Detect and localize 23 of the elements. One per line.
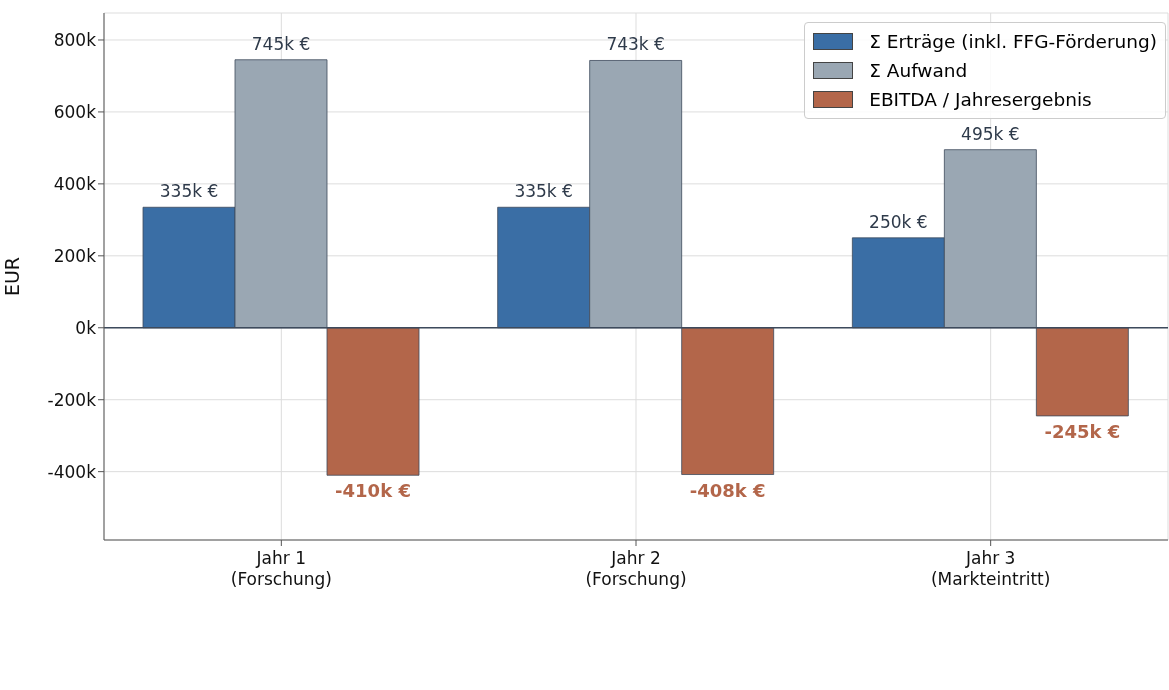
x-tick-label: Jahr 3 (Markteintritt)	[930, 548, 1051, 589]
data-label: 745k €	[251, 33, 311, 54]
y-tick-label: 200k	[53, 245, 97, 266]
y-tick-label: 0k	[75, 317, 97, 338]
legend-label: EBITDA / Jahresergebnis	[869, 89, 1092, 110]
legend-label: Σ Erträge (inkl. FFG-Förderung)	[869, 31, 1157, 52]
x-tick-label: Jahr 1 (Forschung)	[230, 548, 332, 589]
data-label: 335k €	[514, 181, 573, 202]
data-label: 495k €	[961, 123, 1020, 144]
data-label: 250k €	[869, 211, 928, 232]
y-tick-label: 800k	[53, 30, 97, 51]
y-tick-label: 600k	[53, 101, 97, 122]
data-label: 335k €	[159, 181, 219, 202]
legend-label: Σ Aufwand	[869, 60, 968, 81]
data-label: 743k €	[606, 34, 665, 55]
y-tick-label: -200k	[47, 389, 97, 410]
y-tick-label: -400k	[47, 461, 97, 482]
y-axis-title: EUR	[0, 256, 23, 297]
data-label: -410k €	[335, 480, 411, 502]
data-label: -408k €	[689, 479, 766, 501]
data-label: -245k €	[1044, 420, 1121, 442]
y-tick-label: 400k	[53, 173, 97, 194]
x-tick-label: Jahr 2 (Forschung)	[585, 548, 687, 589]
